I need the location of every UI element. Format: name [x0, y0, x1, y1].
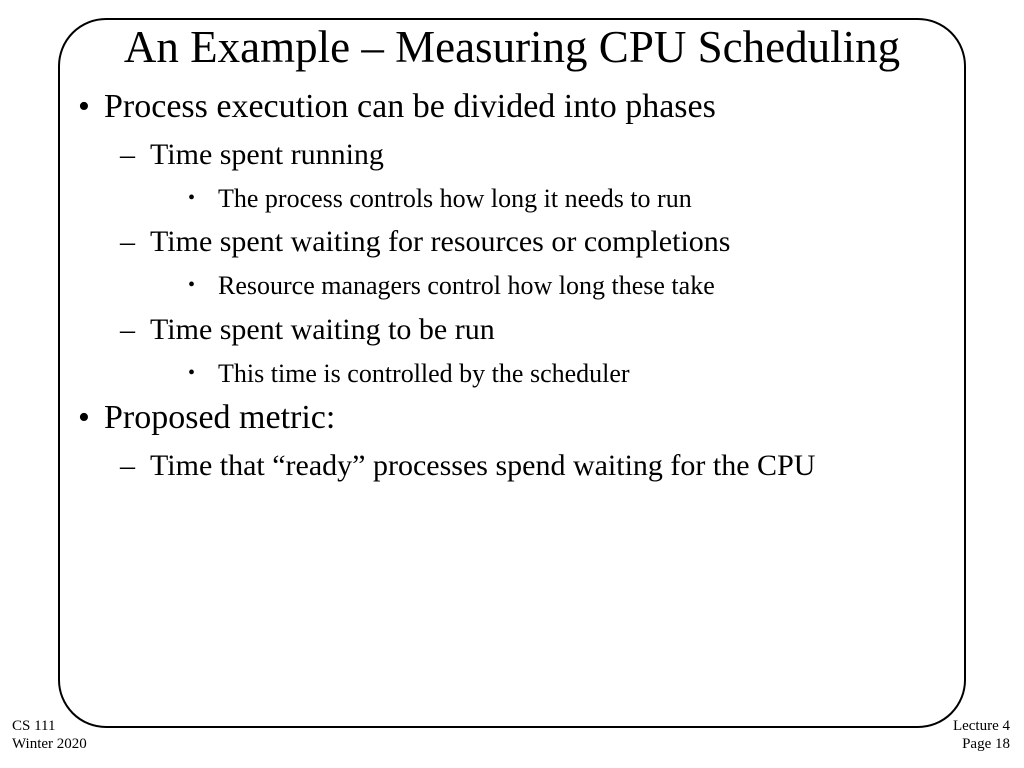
footer-right: Lecture 4 Page 18: [953, 717, 1010, 755]
footer-left: CS 111 Winter 2020: [12, 717, 87, 755]
course-code: CS 111: [12, 717, 87, 736]
slide-content: An Example – Measuring CPU Scheduling Pr…: [70, 22, 954, 718]
lecture-number: Lecture 4: [953, 717, 1010, 736]
slide-title: An Example – Measuring CPU Scheduling: [70, 22, 954, 74]
bullet-level1: Proposed metric:: [70, 395, 954, 441]
term-label: Winter 2020: [12, 735, 87, 754]
bullet-level3: The process controls how long it needs t…: [70, 180, 954, 218]
bullet-level2: Time spent running: [70, 134, 954, 176]
bullet-level2: Time spent waiting for resources or comp…: [70, 221, 954, 263]
bullet-level1: Process execution can be divided into ph…: [70, 84, 954, 130]
bullet-level2: Time that “ready” processes spend waitin…: [70, 445, 954, 487]
bullet-level2: Time spent waiting to be run: [70, 309, 954, 351]
bullet-level3: Resource managers control how long these…: [70, 267, 954, 305]
page-number: Page 18: [953, 735, 1010, 754]
bullet-level3: This time is controlled by the scheduler: [70, 355, 954, 393]
